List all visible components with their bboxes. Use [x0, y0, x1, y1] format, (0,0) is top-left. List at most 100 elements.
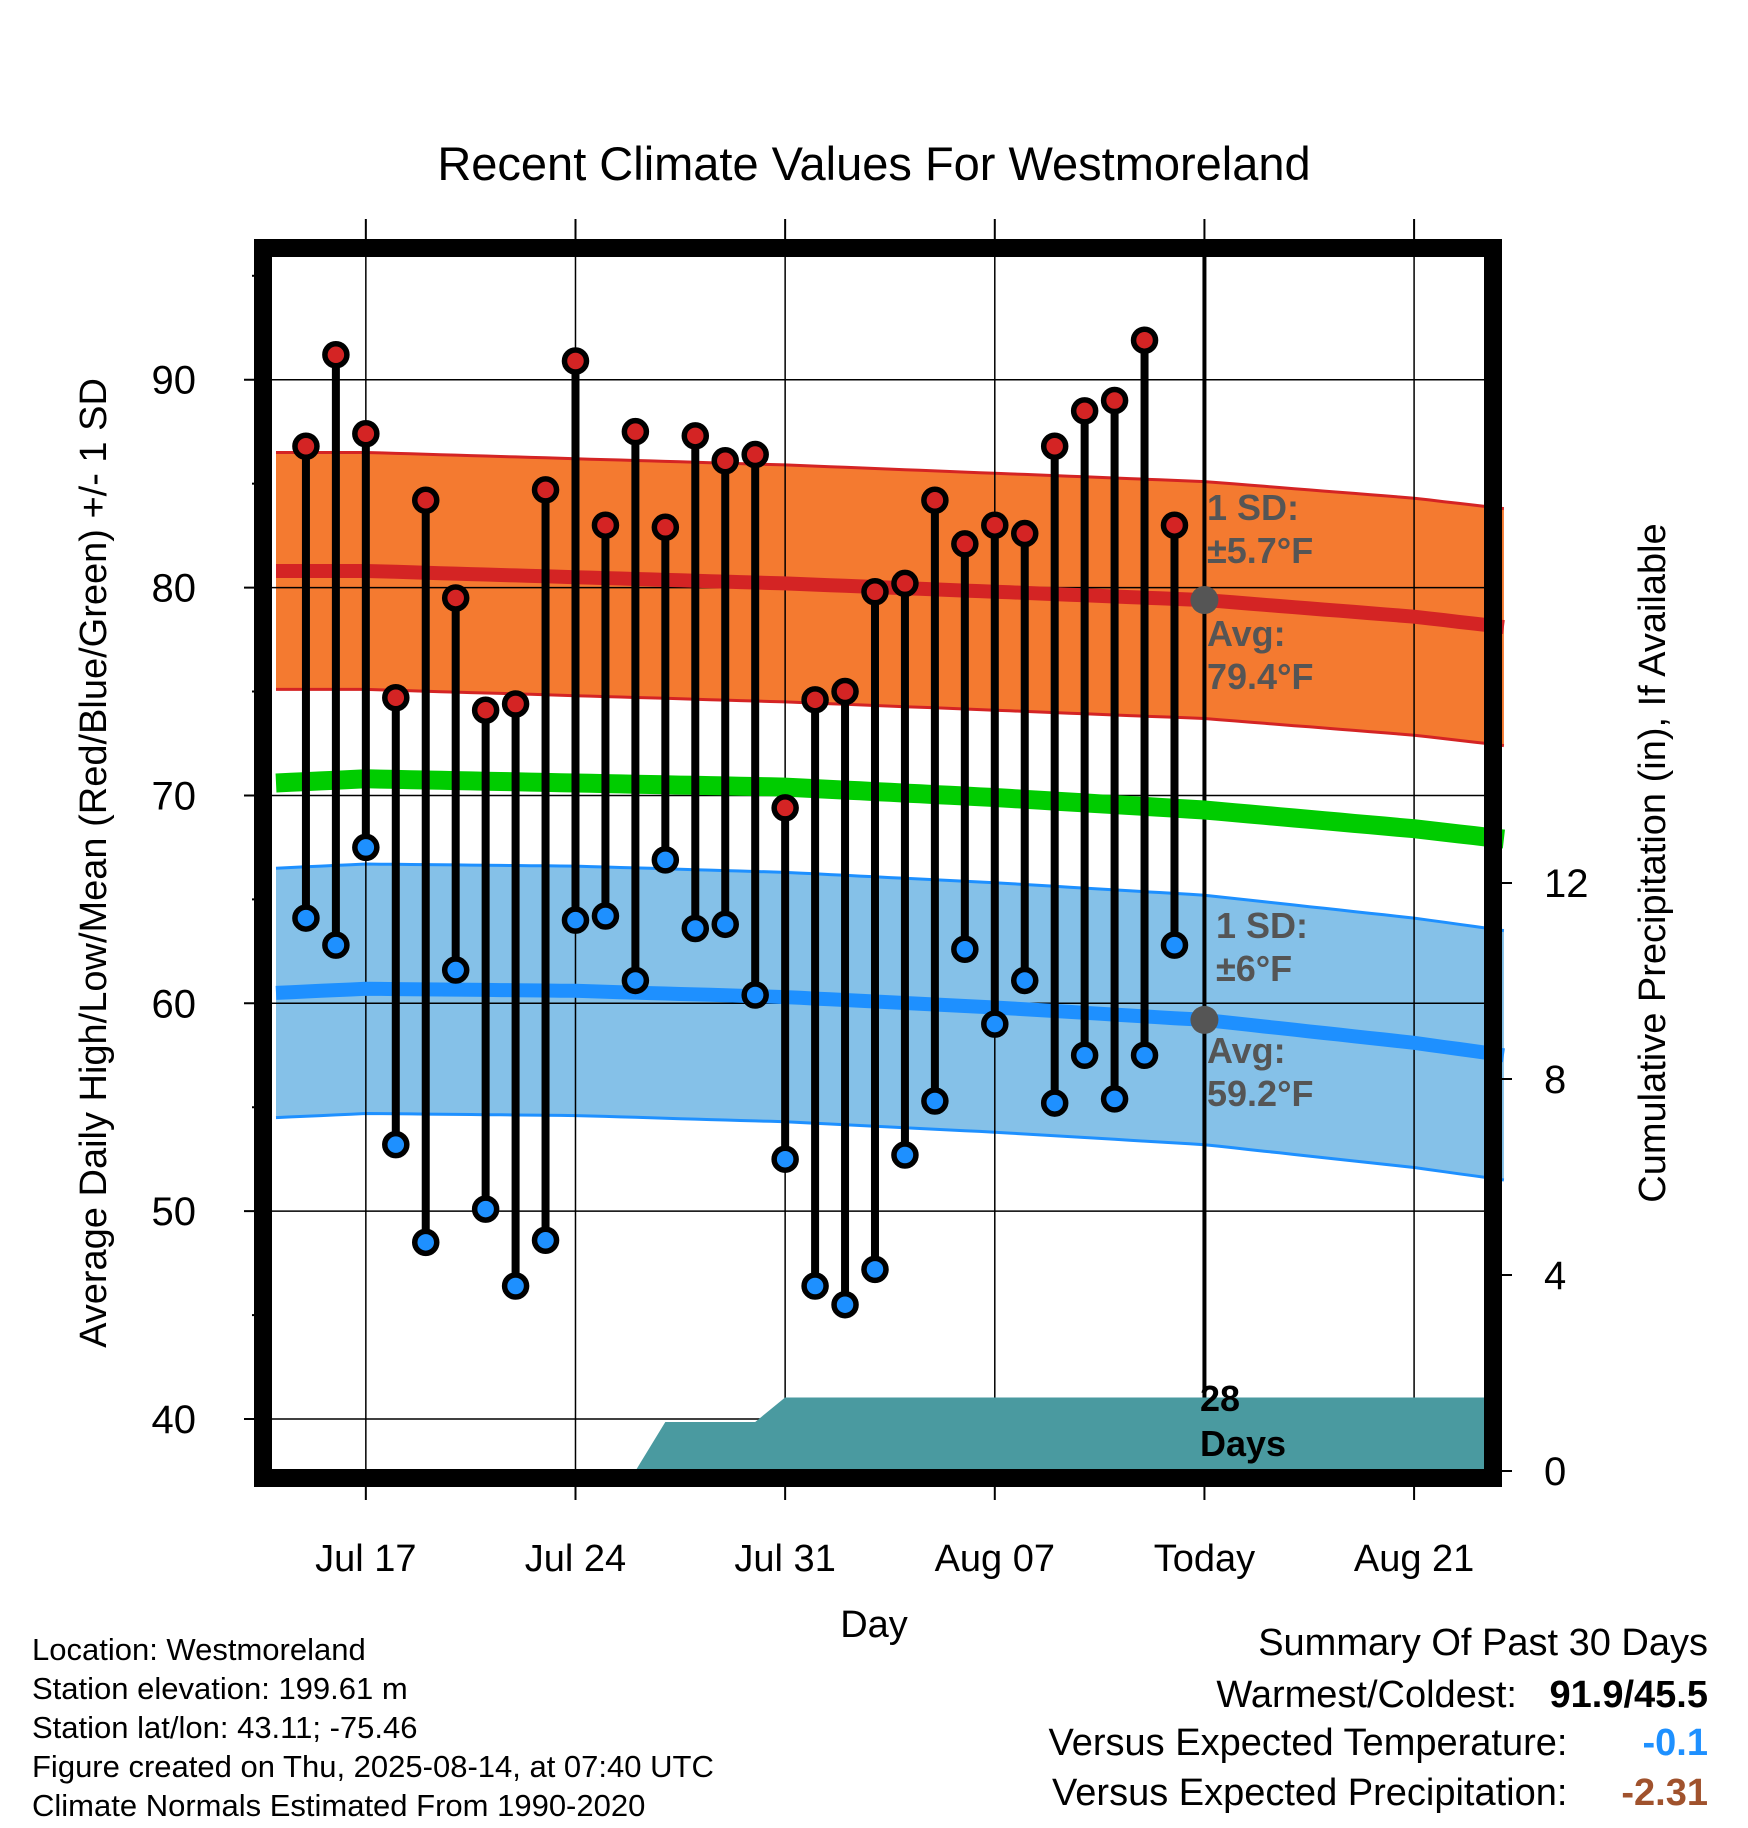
low-marker	[352, 833, 380, 862]
low-marker	[711, 910, 739, 939]
temp-value: -0.1	[1642, 1722, 1708, 1764]
x-tick-label: Aug 21	[1354, 1538, 1474, 1580]
info-elevation: Station elevation: 199.61 m	[32, 1671, 408, 1706]
high-sd-band-upper	[276, 451, 1505, 511]
y2-axis-label: Cumulative Precipitation (in), If Availa…	[1632, 523, 1674, 1202]
warm-cold-value: 91.9/45.5	[1549, 1674, 1708, 1716]
low-marker	[411, 1228, 440, 1257]
low-marker	[921, 1087, 949, 1115]
low-marker	[591, 902, 620, 930]
y-tick-label: 40	[152, 1398, 197, 1442]
high-marker	[1070, 397, 1099, 425]
low-marker	[322, 931, 350, 959]
low-marker	[801, 1272, 829, 1300]
low-marker	[621, 966, 650, 995]
high-marker	[382, 683, 410, 712]
low-marker	[1160, 931, 1189, 959]
daily-stems	[301, 340, 1179, 1305]
high-avg-value: 79.4°F	[1207, 656, 1313, 697]
low-marker	[951, 935, 979, 964]
high-marker	[921, 486, 949, 515]
days-label: Days	[1200, 1423, 1286, 1464]
high-marker	[891, 569, 919, 598]
low-marker	[1010, 966, 1039, 995]
low-marker	[1070, 1041, 1099, 1070]
low-marker	[382, 1130, 410, 1159]
mean-line	[275, 769, 1505, 849]
high-avg-line	[276, 564, 1505, 635]
low-sd-band	[276, 864, 1504, 1180]
high-marker	[621, 417, 650, 446]
low-marker	[471, 1195, 500, 1223]
high-marker	[411, 486, 440, 515]
low-marker	[981, 1010, 1009, 1038]
info-normals: Climate Normals Estimated From 1990-2020	[32, 1788, 646, 1823]
high-marker	[322, 341, 350, 369]
high-marker	[1100, 386, 1129, 415]
high-sd-band-lower	[276, 687, 1505, 748]
temp-label: Versus Expected Temperature:	[1048, 1722, 1568, 1764]
high-marker	[591, 511, 620, 539]
x-tick-label: Jul 17	[315, 1538, 416, 1580]
high-marker	[681, 422, 710, 450]
y2-tick-label: 0	[1544, 1450, 1566, 1494]
high-marker	[1040, 432, 1069, 460]
low-marker	[531, 1226, 560, 1255]
low-avg-label: Avg:	[1207, 1030, 1286, 1071]
y-tick-label: 90	[152, 359, 197, 403]
normal-lines	[275, 564, 1505, 1063]
precip-label: Versus Expected Precipitation:	[1052, 1772, 1568, 1814]
high-marker	[951, 530, 979, 558]
low-avg-value: 59.2°F	[1207, 1073, 1313, 1114]
high-marker	[741, 440, 769, 469]
info-latlon: Station lat/lon: 43.11; -75.46	[32, 1710, 418, 1745]
high-marker	[471, 696, 500, 724]
summary-precip: Versus Expected Precipitation: -2.31	[1052, 1772, 1708, 1815]
low-sd-band-upper	[275, 862, 1505, 933]
y-tick-label: 80	[152, 567, 197, 611]
low-marker	[891, 1141, 919, 1169]
x-tick-label: Today	[1154, 1538, 1255, 1580]
low-sd-value: ±6°F	[1216, 948, 1292, 989]
high-marker	[711, 447, 739, 475]
low-marker	[681, 914, 710, 943]
x-tick-label: Jul 24	[525, 1538, 626, 1580]
low-marker	[741, 981, 769, 1009]
low-marker	[831, 1290, 859, 1319]
summary-warm-cold: Warmest/Coldest: 91.9/45.5	[1216, 1674, 1708, 1717]
high-avg-label: Avg:	[1207, 613, 1286, 654]
low-marker	[1040, 1089, 1069, 1117]
y2-tick-label: 4	[1544, 1254, 1566, 1298]
high-marker	[531, 476, 560, 504]
high-marker	[831, 677, 859, 706]
high-marker	[981, 511, 1009, 539]
normal-bands	[275, 451, 1505, 1182]
low-marker	[771, 1145, 799, 1173]
x-tick-label: Aug 07	[935, 1538, 1055, 1580]
warm-cold-label: Warmest/Coldest:	[1216, 1674, 1517, 1716]
low-marker	[561, 906, 590, 934]
daily-markers	[292, 326, 1189, 1319]
low-marker	[861, 1255, 889, 1284]
info-created: Figure created on Thu, 2025-08-14, at 07…	[32, 1749, 714, 1784]
high-marker	[801, 686, 829, 714]
high-marker	[651, 513, 680, 542]
high-marker	[1130, 326, 1159, 354]
low-marker	[1100, 1085, 1129, 1113]
high-sd-label: 1 SD:	[1207, 487, 1299, 528]
high-sd-band	[276, 452, 1504, 746]
low-marker	[651, 846, 680, 874]
info-location: Location: Westmoreland	[32, 1632, 366, 1667]
y-tick-label: 70	[152, 774, 197, 818]
high-marker	[561, 347, 590, 375]
high-marker	[1010, 519, 1039, 548]
today-high-dot	[1190, 586, 1219, 615]
y-tick-label: 50	[152, 1190, 197, 1234]
x-axis-label: Day	[840, 1604, 908, 1646]
axes: 40 50 60 70 80 90 0 4 8 12 Jul 17 Jul 24 Jul 31 Aug 0…	[152, 219, 1589, 1580]
low-avg-line	[275, 981, 1505, 1063]
days-count: 28	[1200, 1378, 1240, 1419]
high-sd-value: ±5.7°F	[1207, 530, 1313, 571]
